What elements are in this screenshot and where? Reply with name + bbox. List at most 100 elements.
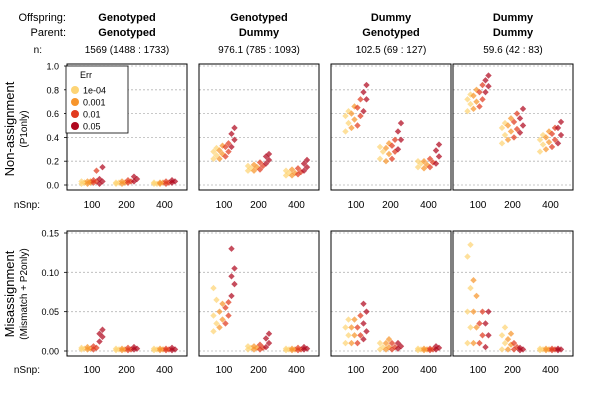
- data-point: [394, 339, 402, 347]
- data-point: [507, 341, 515, 348]
- data-point: [150, 179, 158, 186]
- data-point: [222, 143, 229, 151]
- row-1-ylabel-sub: (P1only): [19, 110, 30, 147]
- data-point: [225, 140, 232, 147]
- data-point: [219, 150, 226, 158]
- data-point: [348, 324, 355, 331]
- data-point: [473, 292, 480, 300]
- data-point: [210, 284, 217, 292]
- data-point: [360, 300, 367, 307]
- data-point: [519, 122, 527, 129]
- data-point: [435, 153, 443, 160]
- column-2-parent: Dummy: [239, 27, 280, 39]
- x-tick-label: 200: [118, 365, 135, 376]
- data-point: [507, 115, 515, 122]
- n-label: n:: [34, 45, 42, 56]
- data-point: [256, 166, 264, 173]
- legend-swatch: [71, 86, 79, 94]
- data-point: [168, 344, 176, 352]
- data-point: [394, 146, 402, 153]
- x-tick-label: 100: [470, 200, 487, 211]
- data-point: [96, 175, 103, 183]
- data-point: [357, 332, 364, 339]
- data-point: [464, 339, 471, 347]
- data-point: [222, 320, 229, 327]
- data-point: [382, 158, 390, 165]
- data-point: [554, 345, 562, 352]
- data-point: [482, 343, 489, 351]
- data-point: [510, 118, 518, 126]
- data-point: [498, 140, 506, 147]
- data-point: [507, 330, 515, 337]
- data-point: [231, 265, 238, 272]
- data-point: [363, 308, 370, 315]
- data-point: [360, 88, 367, 96]
- panel-r2-c4: 100 200 400: [452, 230, 574, 376]
- data-point: [360, 108, 367, 115]
- data-point: [379, 148, 387, 155]
- offspring-label: Offspring:: [19, 12, 67, 24]
- nsnp-label-row-2: nSnp:: [14, 365, 40, 376]
- data-point: [294, 344, 302, 352]
- panel-frame: [330, 63, 452, 191]
- data-point: [303, 156, 311, 164]
- x-tick-label: 200: [250, 365, 267, 376]
- column-2-offspring: Genotyped: [230, 12, 287, 24]
- data-point: [228, 245, 235, 252]
- data-point: [348, 110, 355, 117]
- data-point: [557, 118, 565, 126]
- data-point: [542, 345, 550, 352]
- data-point: [397, 136, 405, 143]
- data-point: [507, 128, 515, 135]
- data-point: [414, 345, 422, 352]
- data-point: [265, 156, 273, 164]
- data-point: [385, 336, 393, 343]
- data-point: [345, 316, 352, 323]
- data-point: [96, 330, 103, 337]
- y-tick-label: 0.05: [41, 307, 59, 317]
- data-point: [510, 134, 518, 141]
- column-4-offspring: Dummy: [493, 12, 534, 24]
- data-point: [382, 339, 390, 347]
- data-point: [464, 108, 471, 115]
- panel-frame: [452, 230, 574, 357]
- x-tick-label: 100: [216, 365, 233, 376]
- data-point: [99, 326, 106, 333]
- data-point: [288, 166, 296, 173]
- data-point: [485, 72, 492, 79]
- data-point: [118, 178, 126, 185]
- data-point: [228, 273, 235, 280]
- data-point: [516, 115, 524, 122]
- data-point: [391, 136, 399, 143]
- data-point: [262, 343, 270, 351]
- data-point: [420, 165, 428, 172]
- column-3-n: 102.5 (69 : 127): [356, 45, 427, 56]
- data-point: [348, 124, 355, 132]
- data-point: [156, 179, 164, 186]
- data-point: [473, 98, 480, 105]
- x-tick-label: 200: [504, 365, 521, 376]
- column-headers: Genotyped Genotyped 1569 (1488 : 1733) Geno…: [85, 12, 543, 56]
- data-point: [342, 324, 349, 331]
- data-point: [554, 124, 562, 132]
- data-point: [159, 346, 167, 353]
- data-point: [470, 277, 477, 284]
- data-point: [231, 136, 238, 143]
- data-point: [210, 312, 217, 319]
- data-point: [96, 338, 103, 345]
- data-point: [262, 335, 270, 342]
- data-point: [168, 177, 176, 184]
- data-point: [351, 116, 358, 123]
- data-point: [510, 339, 518, 347]
- column-1-offspring: Genotyped: [98, 12, 155, 24]
- data-point: [351, 103, 358, 110]
- x-tick-label: 400: [542, 200, 559, 211]
- legend-label: 0.01: [83, 110, 101, 120]
- data-point: [124, 177, 132, 184]
- data-point: [513, 110, 521, 117]
- data-point: [388, 142, 396, 149]
- legend-swatch: [71, 110, 79, 118]
- data-point: [432, 147, 440, 154]
- column-3-parent: Genotyped: [362, 27, 419, 39]
